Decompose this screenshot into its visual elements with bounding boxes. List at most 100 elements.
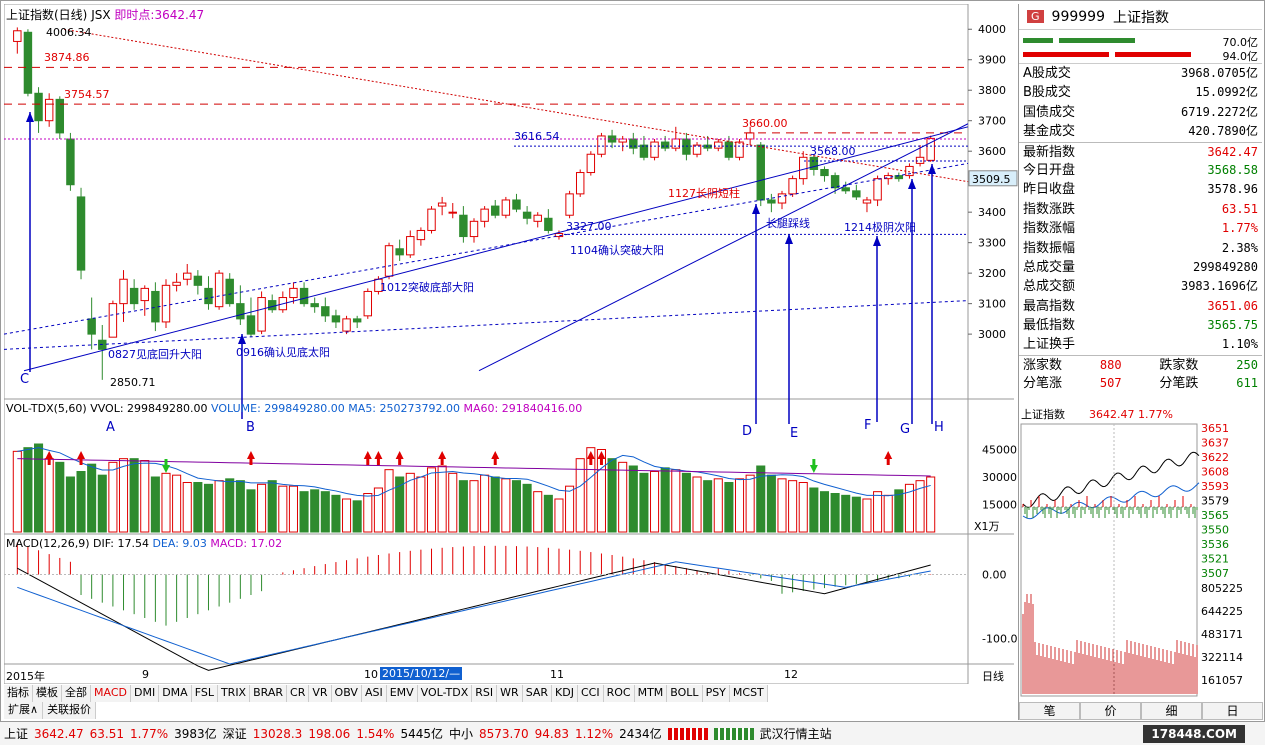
mini-vol-tick: 805225	[1201, 582, 1243, 595]
indicator-tab-emv[interactable]: EMV	[386, 685, 418, 702]
indicator-tab-asi[interactable]: ASI	[361, 685, 387, 702]
candle-body	[480, 208, 489, 222]
candle	[905, 163, 914, 179]
candle	[575, 169, 585, 197]
candle	[459, 206, 468, 243]
breadth-value: 611	[1236, 376, 1258, 391]
indicator-tab-mtm[interactable]: MTM	[634, 685, 668, 702]
volume-bar	[660, 467, 670, 533]
intraday-mini-chart[interactable]: 上证指数 3642.47 1.77% 3651 3637 3622 3608 3593 357…	[1019, 406, 1263, 702]
candle	[671, 126, 681, 152]
candle	[809, 154, 819, 176]
candle	[342, 315, 351, 335]
quote-code: 999999	[1051, 8, 1105, 25]
quote-row: A股成交 3968.0705亿	[1019, 64, 1262, 83]
price-tick-label: 3400	[978, 206, 1006, 219]
candle	[852, 184, 861, 200]
candle	[161, 279, 171, 329]
live-label: 即时点:	[114, 8, 155, 22]
channel-line-2	[4, 300, 969, 350]
quote-row: 最低指数 3565.75	[1019, 316, 1262, 335]
indicator-tab-cr[interactable]: CR	[287, 685, 310, 702]
quote-header: G 999999 上证指数	[1019, 4, 1262, 30]
candle-body	[214, 272, 224, 308]
date-cursor: 2015/10/12/—	[380, 667, 463, 680]
candle-body	[299, 287, 309, 305]
dif-label: DIF:	[93, 537, 114, 550]
annotation-1104: 1104确认突破大阳	[570, 244, 664, 257]
indicator-tab-模板[interactable]: 模板	[33, 685, 62, 702]
indicator-tab-rsi[interactable]: RSI	[472, 685, 498, 702]
indicator-tab-sar[interactable]: SAR	[522, 685, 553, 702]
candle	[448, 203, 457, 219]
date-dec: 12	[784, 668, 798, 681]
volume-bar	[819, 491, 830, 533]
indicator-tab-dma[interactable]: DMA	[159, 685, 192, 702]
candle	[98, 324, 107, 380]
mini-tab-2[interactable]: 细	[1141, 702, 1202, 720]
candle-body	[172, 281, 181, 286]
indicator-tab-mcst[interactable]: MCST	[729, 685, 768, 702]
indicator-tab-dmi[interactable]: DMI	[130, 685, 160, 702]
volume-bar	[342, 498, 352, 533]
indicator-tab-obv[interactable]: OBV	[331, 685, 362, 702]
candle	[894, 172, 904, 182]
quote-value: 1.77%	[1221, 221, 1258, 236]
indicator-tab-wr[interactable]: WR	[497, 685, 523, 702]
candle-body	[745, 132, 755, 140]
indicator-tab-fsl[interactable]: FSL	[191, 685, 218, 702]
candle-body	[437, 202, 447, 207]
candle	[501, 196, 511, 219]
indicator-tab-trix[interactable]: TRIX	[217, 685, 251, 702]
mini-tab-1[interactable]: 价	[1080, 702, 1141, 720]
arrow-head	[238, 334, 246, 344]
quote-key: 最高指数	[1023, 298, 1076, 314]
ext-tab-1[interactable]: 关联报价	[43, 702, 97, 719]
indicator-tab-kdj[interactable]: KDJ	[552, 685, 578, 702]
candle-body	[554, 233, 564, 238]
indicator-tab-全部[interactable]: 全部	[62, 685, 91, 702]
indicator-tab-brar[interactable]: BRAR	[250, 685, 288, 702]
breadth-row: 涨家数 880 跌家数 250	[1019, 354, 1262, 374]
volume-bar	[596, 449, 606, 533]
volume-bar	[883, 494, 893, 533]
signal-arrow-up	[395, 451, 404, 465]
volume-bar	[543, 494, 553, 533]
quote-row: B股成交 15.0992亿	[1019, 83, 1262, 102]
candle-body	[140, 287, 149, 302]
level-label-1: 3874.86	[44, 51, 90, 64]
volume-bar	[469, 480, 479, 533]
indicator-tab-boll[interactable]: BOLL	[667, 685, 703, 702]
quote-value: 420.7890亿	[1188, 124, 1258, 139]
volume-bar	[384, 469, 394, 533]
quote-row: 最新指数 3642.47	[1019, 141, 1262, 161]
indicator-tab-vol-tdx[interactable]: VOL-TDX	[417, 685, 473, 702]
indicator-tabs: 指标 模板 全部 MACD DMI DMA FSL TRIX BRAR CR VR OBV ASI EMV…	[4, 685, 768, 702]
indicator-tab-指标[interactable]: 指标	[4, 685, 33, 702]
volume-bar	[118, 458, 129, 533]
sh-value: 3642.47	[34, 726, 84, 741]
price-tick-label: 3600	[978, 145, 1006, 158]
ma5-value: 250273792.00	[379, 402, 461, 415]
candle	[384, 242, 394, 280]
signal-arrow-up	[884, 451, 893, 465]
indicator-tab-psy[interactable]: PSY	[702, 685, 730, 702]
marker-f: F	[864, 418, 872, 433]
candle	[820, 166, 829, 182]
kline-svg[interactable]: 4000390038003700360035003400330032003100…	[4, 4, 1018, 684]
mini-tab-0[interactable]: 笔	[1019, 702, 1080, 720]
candle	[44, 93, 54, 127]
volume-bar	[416, 476, 426, 533]
mini-tab-3[interactable]: 日	[1202, 702, 1263, 720]
indicator-tab-cci[interactable]: CCI	[577, 685, 604, 702]
kline-chart[interactable]: 4000390038003700360035003400330032003100…	[4, 4, 1018, 684]
indicator-tab-roc[interactable]: ROC	[603, 685, 635, 702]
zx-change: 94.83	[534, 726, 569, 741]
marker-b: B	[246, 420, 255, 435]
indicator-tab-macd[interactable]: MACD	[91, 685, 131, 702]
indicator-tab-vr[interactable]: VR	[309, 685, 332, 702]
signal-arrow-up	[246, 451, 255, 465]
ext-tab-0[interactable]: 扩展∧	[4, 702, 44, 719]
period-label[interactable]: 日线	[982, 670, 1004, 683]
